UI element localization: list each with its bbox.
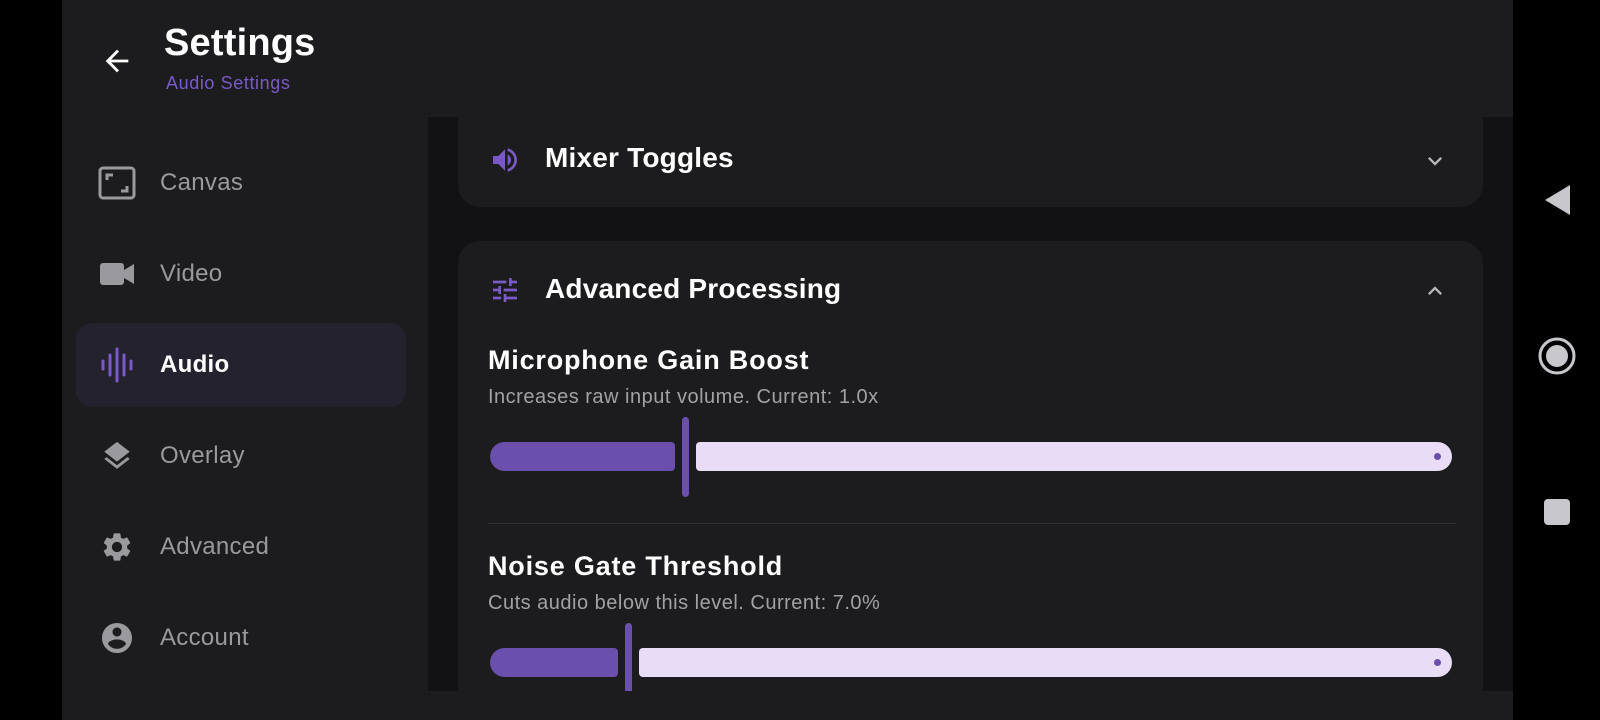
slider-active-track [490, 648, 618, 677]
mic-gain-title: Microphone Gain Boost [488, 345, 810, 375]
account-icon [98, 620, 136, 656]
advanced-processing-section: Advanced Processing Microphone Gain Boos… [458, 241, 1483, 691]
chevron-down-icon[interactable] [1417, 143, 1453, 179]
page-subtitle: Audio Settings [166, 73, 291, 93]
sidebar-item-label: Overlay [160, 442, 245, 469]
sidebar-item-audio[interactable]: Audio [76, 323, 406, 407]
home-circle-icon [1537, 336, 1577, 381]
slider-inactive-track [696, 442, 1452, 471]
mixer-toggles-section[interactable]: Mixer Toggles [458, 117, 1483, 207]
back-triangle-icon [1542, 183, 1572, 222]
system-back-button[interactable] [1535, 180, 1579, 224]
sidebar-item-video[interactable]: Video [76, 232, 406, 316]
mic-gain-slider[interactable] [490, 417, 1452, 499]
sidebar-item-label: Audio [160, 351, 230, 378]
top-app-bar: Settings Audio Settings [62, 0, 1513, 117]
page-title: Settings [164, 22, 316, 64]
noise-gate-title: Noise Gate Threshold [488, 551, 784, 581]
mic-gain-description: Increases raw input volume. Current: 1.0… [488, 386, 879, 408]
settings-app: Settings Audio Settings Canvas Video Aud… [62, 0, 1513, 720]
noise-gate-description: Cuts audio below this level. Current: 7.… [488, 592, 881, 614]
canvas-icon [98, 165, 136, 201]
advanced-processing-title: Advanced Processing [545, 273, 842, 304]
sidebar-item-label: Advanced [160, 533, 270, 560]
slider-stop-indicator [1434, 453, 1441, 460]
settings-content: Mixer Toggles Advanced Processing Microp… [428, 117, 1513, 691]
speaker-icon [488, 143, 522, 177]
arrow-back-icon [100, 44, 134, 83]
chevron-up-icon[interactable] [1417, 273, 1453, 309]
layers-icon [98, 438, 136, 474]
sidebar-item-canvas[interactable]: Canvas [76, 141, 406, 225]
slider-stop-indicator [1434, 659, 1441, 666]
divider [488, 523, 1456, 524]
mixer-toggles-title: Mixer Toggles [545, 142, 734, 173]
sidebar-item-label: Video [160, 260, 223, 287]
system-navigation-bar [1513, 0, 1600, 720]
gear-icon [98, 529, 136, 565]
noise-gate-slider[interactable] [490, 623, 1452, 691]
sidebar: Canvas Video Audio Overlay Advanced [62, 117, 428, 720]
sidebar-item-account[interactable]: Account [76, 596, 406, 680]
slider-handle[interactable] [682, 417, 689, 497]
system-home-button[interactable] [1535, 336, 1579, 380]
sidebar-item-label: Canvas [160, 169, 244, 196]
sliders-icon [488, 273, 522, 307]
sidebar-item-label: Account [160, 624, 249, 651]
slider-active-track [490, 442, 675, 471]
sidebar-item-overlay[interactable]: Overlay [76, 414, 406, 498]
video-camera-icon [98, 256, 136, 292]
back-button[interactable] [92, 38, 142, 88]
slider-handle[interactable] [625, 623, 632, 691]
system-recents-button[interactable] [1535, 492, 1579, 536]
audio-waveform-icon [98, 347, 136, 383]
slider-inactive-track [639, 648, 1452, 677]
recents-square-icon [1542, 497, 1572, 532]
sidebar-item-advanced[interactable]: Advanced [76, 505, 406, 589]
